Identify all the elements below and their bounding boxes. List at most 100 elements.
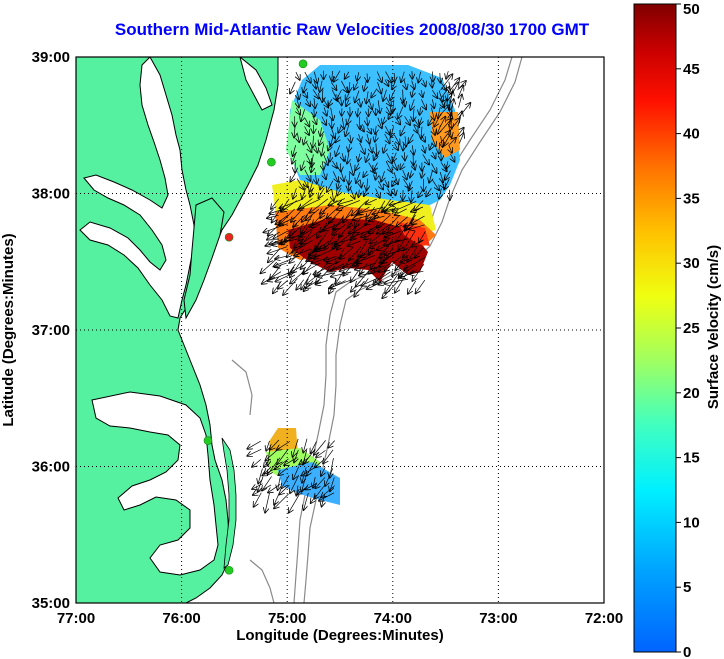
velocity-vector bbox=[370, 231, 385, 243]
velocity-vector bbox=[409, 133, 414, 143]
velocity-vector bbox=[334, 70, 341, 82]
velocity-vector bbox=[331, 135, 333, 146]
velocity-vector bbox=[316, 450, 326, 457]
velocity-vector bbox=[385, 79, 388, 86]
velocity-vector bbox=[293, 466, 299, 479]
velocity-vector bbox=[361, 278, 377, 286]
velocity-vector bbox=[403, 170, 407, 179]
velocity-vector bbox=[376, 71, 382, 82]
velocity-vector bbox=[375, 133, 377, 142]
velocity-vector bbox=[353, 215, 370, 219]
velocity-vector bbox=[389, 199, 409, 205]
colorbar-tick-label: 40 bbox=[683, 126, 700, 143]
velocity-vector bbox=[311, 441, 317, 453]
velocity-vector bbox=[265, 447, 281, 460]
velocity-vector bbox=[335, 238, 352, 244]
velocity-vector bbox=[414, 124, 418, 133]
velocity-vector bbox=[383, 215, 400, 233]
velocity-vector bbox=[282, 475, 290, 488]
velocity-vector bbox=[347, 152, 349, 163]
velocity-vector bbox=[422, 154, 429, 164]
velocity-vector bbox=[331, 127, 334, 138]
velocity-vector bbox=[380, 239, 394, 258]
velocity-vector bbox=[329, 279, 353, 289]
velocity-vector bbox=[302, 187, 306, 199]
velocity-vector bbox=[271, 198, 280, 209]
velocity-vector bbox=[318, 187, 325, 198]
eastern-shore bbox=[183, 197, 225, 320]
velocity-vector bbox=[327, 255, 343, 262]
velocity-vector bbox=[412, 80, 415, 89]
velocity-vector bbox=[304, 71, 311, 83]
velocity-vector bbox=[387, 223, 401, 233]
velocity-vector bbox=[404, 256, 426, 270]
velocity-vector bbox=[340, 246, 354, 259]
velocity-vector bbox=[301, 109, 305, 121]
velocity-vector bbox=[384, 248, 408, 254]
velocity-vector bbox=[314, 486, 325, 498]
velocity-vector bbox=[422, 169, 424, 178]
colorbar-tick-label: 50 bbox=[683, 1, 700, 18]
velocity-vector bbox=[337, 180, 339, 189]
velocity-vector bbox=[394, 161, 397, 170]
velocity-vector bbox=[421, 99, 426, 109]
velocity-vector bbox=[275, 256, 287, 259]
velocity-vectors bbox=[247, 70, 470, 513]
velocity-vector bbox=[381, 171, 384, 181]
velocity-vector bbox=[262, 476, 272, 490]
x-tick-label: 72:00 bbox=[585, 610, 623, 627]
velocity-vector bbox=[347, 240, 361, 246]
velocity-vector bbox=[301, 466, 317, 476]
velocity-vector bbox=[333, 214, 351, 230]
velocity-vector bbox=[296, 279, 305, 290]
velocity-vector bbox=[367, 116, 368, 125]
velocity-vector bbox=[395, 208, 407, 215]
velocity-vector bbox=[338, 125, 341, 133]
velocity-vector bbox=[393, 152, 397, 162]
x-axis-label: Longitude (Degrees:Minutes) bbox=[236, 627, 444, 644]
velocity-vector bbox=[253, 484, 272, 495]
velocity-vector bbox=[400, 256, 417, 262]
velocity-vector bbox=[323, 449, 334, 463]
velocity-vector bbox=[312, 89, 319, 98]
velocity-vector bbox=[304, 169, 311, 181]
velocity-vector bbox=[431, 107, 434, 120]
colorbar-tick-label: 15 bbox=[683, 450, 700, 467]
velocity-vector bbox=[320, 80, 323, 92]
velocity-vector bbox=[394, 187, 396, 195]
velocity-vector bbox=[322, 116, 326, 124]
velocity-vector bbox=[384, 133, 390, 143]
velocity-vector bbox=[354, 216, 362, 227]
velocity-vector bbox=[322, 161, 323, 169]
velocity-vector bbox=[329, 207, 344, 223]
velocity-vector bbox=[387, 188, 391, 195]
velocity-vector bbox=[411, 215, 425, 224]
x-tick-label: 75:00 bbox=[268, 610, 306, 627]
velocity-vector bbox=[267, 215, 279, 218]
velocity-vector bbox=[358, 189, 359, 197]
velocity-vector bbox=[342, 117, 344, 129]
velocity-vector bbox=[393, 99, 394, 113]
velocity-vector bbox=[359, 142, 365, 154]
velocity-vector bbox=[315, 171, 317, 184]
velocity-vector bbox=[398, 106, 404, 119]
velocity-vector bbox=[341, 169, 344, 182]
velocity-vector bbox=[404, 152, 405, 160]
velocity-vector bbox=[355, 255, 375, 262]
velocity-vector bbox=[367, 178, 368, 191]
velocity-vector bbox=[363, 170, 367, 177]
velocity-vector bbox=[438, 106, 440, 118]
velocity-vector bbox=[311, 494, 317, 503]
velocity-vector bbox=[305, 483, 317, 490]
velocity-vector bbox=[278, 467, 288, 476]
velocity-vector bbox=[332, 171, 338, 181]
velocity-vector bbox=[272, 238, 298, 245]
velocity-vector bbox=[310, 216, 330, 228]
velocity-vector bbox=[247, 440, 261, 449]
velocity-vector bbox=[345, 71, 349, 79]
velocity-vector bbox=[290, 270, 306, 284]
velocity-vector bbox=[394, 142, 398, 150]
velocity-vector bbox=[383, 143, 386, 153]
velocity-vector bbox=[367, 127, 371, 133]
velocity-vector bbox=[321, 485, 335, 498]
